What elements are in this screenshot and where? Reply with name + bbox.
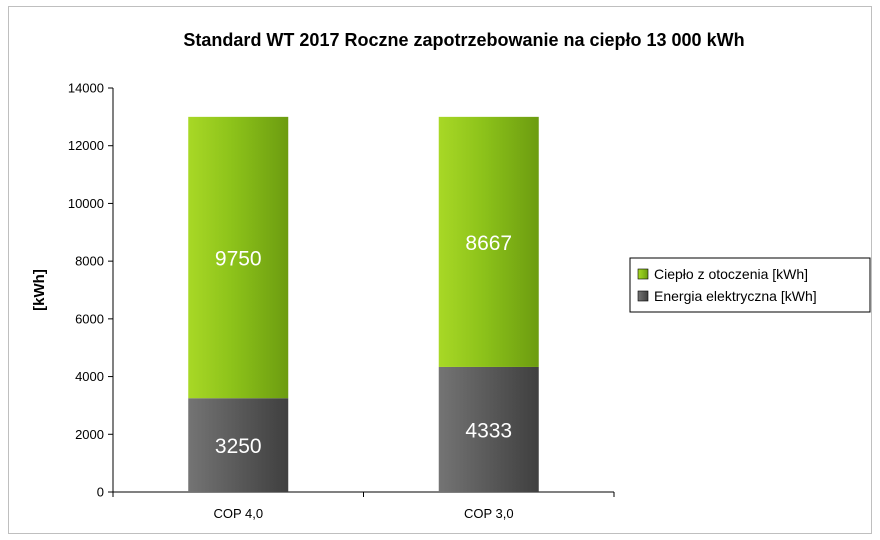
y-axis-label: [kWh] xyxy=(31,269,48,311)
bar-data-label: 4333 xyxy=(465,419,512,442)
y-tick-label: 14000 xyxy=(68,81,104,96)
bar-segment-energia-elektryczna xyxy=(188,398,289,492)
bars-group xyxy=(188,116,539,492)
bar-data-label: 8667 xyxy=(465,232,512,255)
legend-swatch xyxy=(637,290,649,302)
y-tick-label: 2000 xyxy=(75,427,104,442)
y-tick-label: 10000 xyxy=(68,196,104,211)
x-tick-label: COP 3,0 xyxy=(464,506,514,521)
y-tick-label: 12000 xyxy=(68,138,104,153)
bar-data-label: 9750 xyxy=(215,248,262,271)
data-labels-group: 3250 9750 4333 8667 xyxy=(215,232,512,458)
legend-box xyxy=(629,257,871,313)
legend-swatch xyxy=(637,268,649,280)
legend-item-label: Ciepło z otoczenia [kWh] xyxy=(654,266,808,282)
bar-segment-cieplo-z-otoczenia xyxy=(188,116,289,399)
bar-segment-cieplo-z-otoczenia xyxy=(438,116,539,367)
legend: Ciepło z otoczenia [kWh] Energia elektryc… xyxy=(629,257,871,313)
y-tick-label: 0 xyxy=(97,485,104,500)
tick-labels-group: 0 2000 4000 6000 8000 10000 12000 14000 COP 4,0 C… xyxy=(68,81,514,522)
x-tick-label: COP 4,0 xyxy=(213,506,263,521)
bar-segment-energia-elektryczna xyxy=(438,366,539,492)
y-tick-label: 6000 xyxy=(75,311,104,326)
bar-data-label: 3250 xyxy=(215,435,262,458)
y-tick-label: 4000 xyxy=(75,369,104,384)
y-tick-label: 8000 xyxy=(75,254,104,269)
chart-title: Standard WT 2017 Roczne zapotrzebowanie … xyxy=(183,30,744,50)
legend-item-label: Energia elektryczna [kWh] xyxy=(654,288,817,304)
